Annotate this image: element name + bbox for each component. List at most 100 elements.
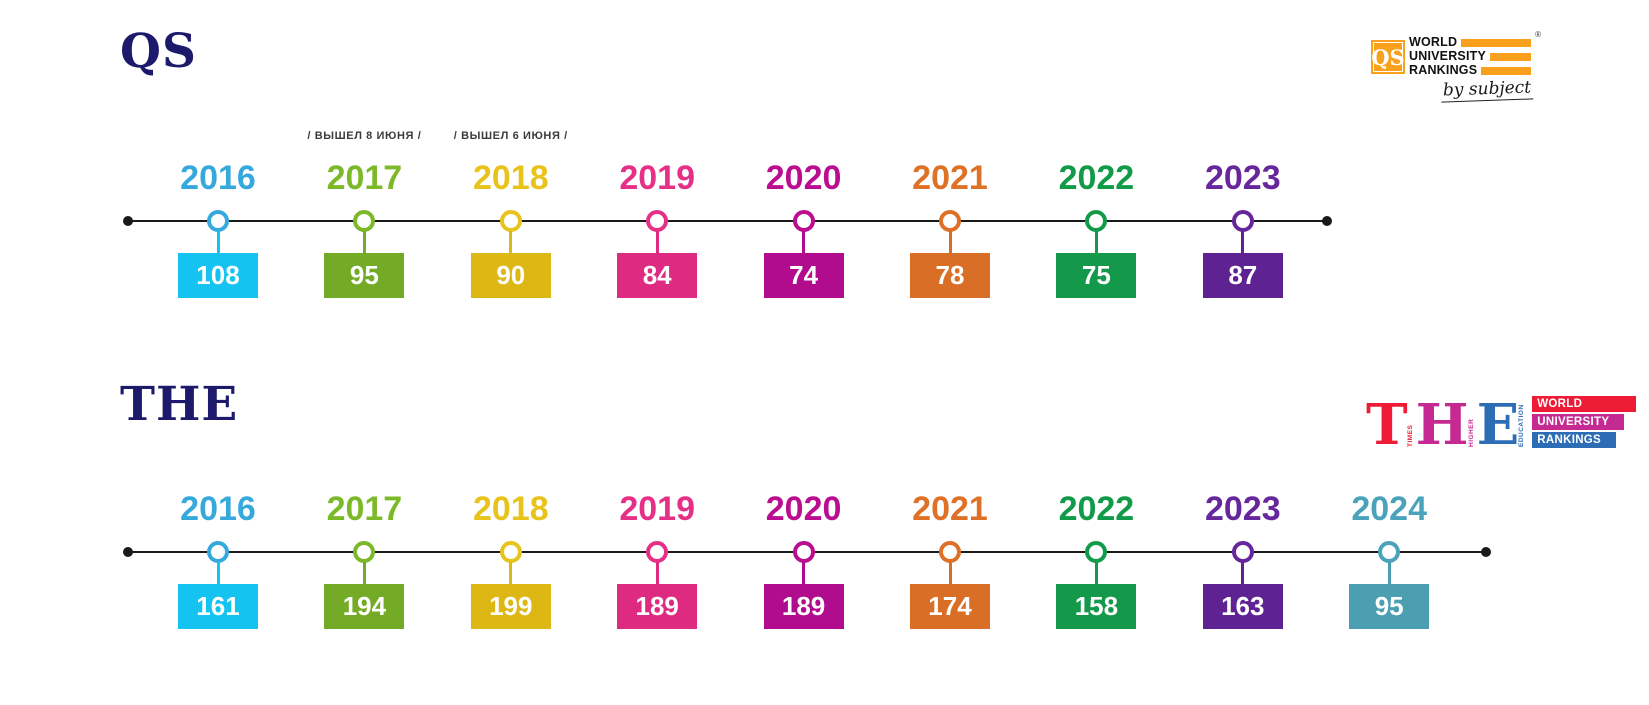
- the-value-2018: 199: [489, 591, 533, 621]
- the-value-box-2022: 158: [1056, 584, 1137, 629]
- the-node-ring-2019: [646, 541, 669, 563]
- the-logo-vertical-word: EDUCATION: [1518, 404, 1526, 447]
- the-value-2023: 163: [1221, 591, 1265, 621]
- the-logo-letter-group-E: E EDUCATION: [1476, 392, 1528, 458]
- the-logo-bar-world: WORLD: [1532, 396, 1637, 412]
- qs-node-ring-2018: [499, 210, 522, 232]
- the-logo-bars: WORLD UNIVERSITY RANKINGS: [1532, 396, 1637, 448]
- the-node-connector-2018: [509, 562, 513, 584]
- the-value-box-2023: 163: [1202, 584, 1283, 629]
- qs-value-2018: 90: [496, 260, 526, 290]
- the-year-label-2023: 2023: [1204, 490, 1281, 528]
- qs-value-box-2017: 95: [324, 253, 405, 298]
- the-node-connector-2023: [1241, 562, 1245, 584]
- the-axis-end-dot: [1481, 547, 1491, 557]
- qs-year-label-2021: 2021: [912, 159, 988, 197]
- qs-logo-accent-bar: [1490, 52, 1531, 61]
- qs-value-box-2018: 90: [470, 253, 551, 298]
- qs-year-label-2017: 2017: [326, 159, 403, 197]
- qs-section-title: QS: [120, 24, 197, 79]
- the-node-ring-2017: [353, 541, 376, 563]
- qs-node-ring-2020: [792, 210, 815, 232]
- the-year-label-2017: 2017: [326, 490, 403, 528]
- the-value-box-2019: 189: [617, 584, 698, 629]
- qs-logo-top: QS WORLD UNIVERSITY RANKINGS ®: [1371, 30, 1541, 77]
- qs-timeline-axis: [128, 220, 1327, 222]
- qs-value-box-2021: 78: [910, 253, 990, 298]
- the-value-box-2021: 174: [910, 584, 990, 629]
- qs-logo-badge-icon: QS: [1371, 40, 1405, 74]
- qs-value-box-2016: 108: [178, 253, 258, 298]
- qs-release-annotation-2018: / ВЫШЕЛ 6 ИЮНЯ /: [453, 130, 568, 142]
- qs-logo-word: WORLD: [1409, 35, 1458, 49]
- the-node-connector-2022: [1094, 562, 1098, 584]
- qs-node-connector-2016: [216, 231, 220, 253]
- qs-node-connector-2020: [802, 231, 806, 253]
- the-logo-vertical-word: TIMES: [1406, 424, 1414, 447]
- qs-value-2017: 95: [349, 260, 379, 290]
- the-logo-letter-group-T: T TIMES: [1366, 392, 1416, 458]
- the-value-box-2020: 189: [763, 584, 844, 629]
- qs-year-label-2022: 2022: [1058, 159, 1135, 197]
- qs-value-box-2019: 84: [617, 253, 698, 298]
- qs-value-2023: 87: [1228, 260, 1258, 290]
- the-node-connector-2019: [655, 562, 659, 584]
- the-year-label-2024: 2024: [1351, 490, 1427, 528]
- the-value-2017: 194: [342, 591, 387, 621]
- qs-year-label-2018: 2018: [472, 159, 549, 197]
- the-value-box-2016: 161: [178, 584, 258, 629]
- the-axis-start-dot: [123, 547, 133, 557]
- qs-axis-start-dot: [123, 216, 133, 226]
- qs-node-ring-2021: [939, 210, 961, 232]
- the-logo-letter-T: T: [1366, 392, 1408, 458]
- qs-node-ring-2023: [1231, 210, 1254, 232]
- the-node-connector-2021: [948, 562, 952, 584]
- the-node-ring-2016: [207, 541, 229, 563]
- qs-year-label-2019: 2019: [619, 159, 695, 197]
- the-value-box-2024: 95: [1349, 584, 1430, 629]
- the-node-ring-2024: [1378, 541, 1401, 563]
- qs-value-2016: 108: [196, 260, 240, 290]
- qs-logo-word-row-1: WORLD: [1409, 36, 1531, 49]
- qs-node-ring-2022: [1085, 210, 1108, 232]
- qs-world-university-rankings-logo: QS WORLD UNIVERSITY RANKINGS ® by subject: [1371, 30, 1541, 103]
- the-node-ring-2020: [792, 541, 815, 563]
- the-logo-letter-group-H: H HIGHER: [1416, 397, 1477, 453]
- the-logo-bar-university: UNIVERSITY: [1532, 414, 1625, 430]
- qs-node-connector-2023: [1241, 231, 1245, 253]
- the-value-2024: 95: [1374, 591, 1404, 621]
- the-year-label-2016: 2016: [180, 490, 256, 528]
- the-section-title: THE: [120, 377, 239, 432]
- qs-release-annotation-2017: / ВЫШЕЛ 8 ИЮНЯ /: [307, 130, 422, 142]
- the-node-ring-2023: [1231, 541, 1254, 563]
- qs-value-box-2020: 74: [763, 253, 844, 298]
- registered-trademark-icon: ®: [1535, 30, 1541, 39]
- qs-year-label-2016: 2016: [180, 159, 256, 197]
- the-year-label-2020: 2020: [765, 490, 842, 528]
- qs-value-2020: 74: [789, 260, 819, 290]
- the-logo-bar-rankings: RANKINGS: [1532, 432, 1617, 448]
- qs-logo-word-row-2: UNIVERSITY: [1409, 50, 1531, 63]
- qs-node-connector-2021: [948, 231, 952, 253]
- qs-node-connector-2017: [362, 231, 366, 253]
- the-node-connector-2017: [362, 562, 366, 584]
- the-node-connector-2024: [1387, 562, 1391, 584]
- the-logo-letter-E: E: [1476, 392, 1520, 458]
- qs-value-2021: 78: [935, 260, 965, 290]
- qs-logo-word: UNIVERSITY: [1409, 49, 1487, 63]
- the-value-2021: 174: [928, 591, 972, 621]
- the-value-box-2018: 199: [470, 584, 551, 629]
- qs-value-2022: 75: [1081, 260, 1111, 290]
- the-value-2016: 161: [196, 591, 240, 621]
- qs-value-2019: 84: [642, 260, 672, 290]
- qs-logo-wordmark: WORLD UNIVERSITY RANKINGS: [1409, 36, 1531, 77]
- the-logo-vertical-word: HIGHER: [1467, 418, 1475, 447]
- the-world-university-rankings-logo: T TIMES H HIGHER E EDUCATION WORLD UNIVERSITY RA…: [1366, 392, 1637, 458]
- qs-logo-accent-bar: [1461, 38, 1531, 47]
- the-value-2019: 189: [635, 591, 679, 621]
- qs-axis-end-dot: [1322, 216, 1332, 226]
- qs-logo-tagline: by subject: [1371, 77, 1534, 103]
